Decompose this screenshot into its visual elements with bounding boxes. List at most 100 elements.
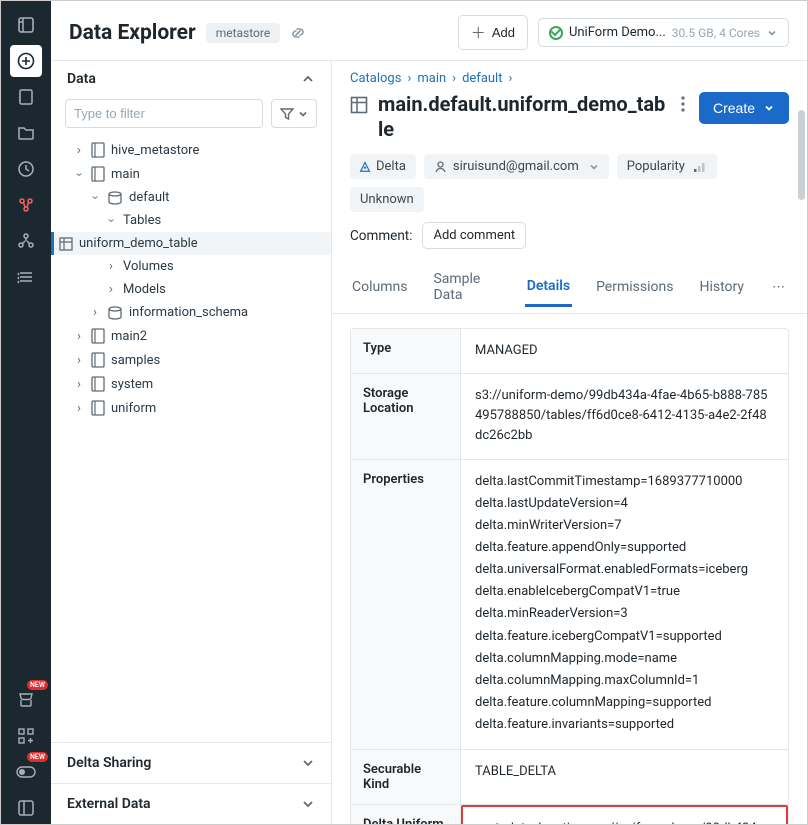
crumb-catalogs[interactable]: Catalogs (350, 71, 401, 86)
filter-input[interactable] (65, 99, 263, 128)
tree-label: Tables (123, 213, 161, 228)
chevron-down-icon (589, 162, 599, 172)
chip-unknown[interactable]: Unknown (350, 187, 424, 212)
add-button-label: Add (492, 25, 515, 40)
sidebar-delta-sharing[interactable]: Delta Sharing (51, 743, 331, 784)
rail-partner-icon[interactable] (10, 720, 42, 752)
chip-delta[interactable]: ◬Delta (350, 154, 416, 179)
rail-recents-icon[interactable] (10, 153, 42, 185)
top-bar: Data Explorer metastore ＋ Add UniForm Dem… (51, 1, 807, 60)
rail-panel-icon[interactable] (10, 792, 42, 824)
rail-logo-icon[interactable] (10, 9, 42, 41)
sidebar-head[interactable]: Data (51, 61, 331, 93)
person-icon (434, 160, 447, 173)
create-button[interactable]: Create (699, 92, 789, 124)
rail-data-icon[interactable] (10, 189, 42, 221)
add-button[interactable]: ＋ Add (458, 15, 528, 50)
tree-label: samples (111, 353, 160, 368)
metastore-tag[interactable]: metastore (206, 23, 281, 43)
chip-label: Delta (376, 159, 406, 174)
tree-node-uniform-demo-table[interactable]: uniform_demo_table (51, 232, 331, 255)
cluster-name: UniForm Demo... (569, 25, 666, 40)
page-title: Data Explorer (69, 21, 196, 45)
sidebar-external-data[interactable]: External Data (51, 784, 331, 824)
comment-label: Comment: (350, 228, 412, 244)
chevron-down-icon (301, 797, 315, 811)
filter-button[interactable] (271, 99, 317, 128)
tree-node-models[interactable]: ›Models (51, 278, 331, 301)
add-comment-button[interactable]: Add comment (422, 222, 526, 249)
tab-columns[interactable]: Columns (350, 269, 409, 305)
detail-value-highlighted: metadata_location=gs://uniform-demo/99db… (461, 805, 788, 824)
chip-owner[interactable]: siruisund@gmail.com (424, 154, 609, 179)
chevron-right-icon: › (73, 377, 85, 392)
foot-label: Delta Sharing (67, 755, 151, 771)
kebab-menu-icon[interactable] (677, 92, 689, 116)
catalog-icon (91, 400, 105, 416)
crumb-main[interactable]: main (417, 71, 446, 86)
tab-history[interactable]: History (697, 269, 746, 305)
rail-marketplace-icon[interactable]: NEW (10, 684, 42, 716)
tree-node-default[interactable]: ›default (51, 186, 331, 209)
content-panel: Catalogs› main› default› main.default.un… (331, 60, 807, 824)
chevron-down-icon: › (104, 215, 119, 227)
breadcrumb: Catalogs› main› default› (332, 61, 807, 90)
chevron-right-icon: › (89, 305, 101, 320)
scrollbar[interactable] (798, 110, 805, 200)
catalog-icon (91, 352, 105, 368)
tab-sample-data[interactable]: Sample Data (431, 261, 502, 313)
chevron-right-icon: › (73, 143, 85, 158)
tree-node-main2[interactable]: ›main2 (51, 324, 331, 348)
sidebar-head-label: Data (67, 71, 96, 87)
rail-workflows-icon[interactable] (10, 225, 42, 257)
detail-row-type: Type MANAGED (351, 329, 788, 374)
chevron-right-icon: › (508, 71, 512, 86)
catalog-tree: ›hive_metastore ›main ›default › Tables u… (51, 138, 331, 742)
chevron-down-icon (298, 109, 308, 119)
details-panel: Type MANAGED Storage Location s3://unifo… (332, 314, 807, 824)
chip-label: siruisund@gmail.com (453, 159, 579, 174)
chevron-right-icon: › (73, 401, 85, 416)
rail-folder-icon[interactable] (10, 117, 42, 149)
tab-details[interactable]: Details (525, 268, 572, 307)
chevron-down-icon (301, 756, 315, 770)
tree-label: system (111, 377, 153, 392)
tree-node-volumes[interactable]: ›Volumes (51, 255, 331, 278)
plus-icon: ＋ (471, 22, 486, 43)
tree-node-infoschema[interactable]: ›information_schema (51, 301, 331, 324)
detail-row-location: Storage Location s3://uniform-demo/99db4… (351, 374, 788, 459)
tree-label: Models (123, 282, 166, 297)
rail-notebook-icon[interactable] (10, 81, 42, 113)
cluster-selector[interactable]: UniForm Demo... 30.5 GB, 4 Cores (538, 18, 789, 47)
detail-row-securable: Securable Kind TABLE_DELTA (351, 750, 788, 805)
tabs: Columns Sample Data Details Permissions … (332, 261, 807, 314)
sidebar: Data ›hive_metastore ›main ›default › Tab… (51, 60, 331, 824)
detail-row-iceberg: Delta Uniform Iceberg metadata_location=… (351, 805, 788, 824)
status-running-icon (549, 26, 563, 40)
detail-key: Securable Kind (351, 750, 461, 804)
tab-permissions[interactable]: Permissions (594, 269, 675, 305)
catalog-icon (91, 166, 105, 182)
cluster-info: 30.5 GB, 4 Cores (672, 26, 760, 40)
rail-new-icon[interactable] (10, 45, 42, 77)
tree-node-hive[interactable]: ›hive_metastore (51, 138, 331, 162)
filter-row (51, 93, 331, 138)
rail-compute-icon[interactable] (10, 261, 42, 293)
tree-node-tables[interactable]: › Tables (51, 209, 331, 232)
tabs-more-icon[interactable]: ⋯ (768, 272, 789, 303)
tree-label: uniform (111, 401, 156, 416)
chip-popularity[interactable]: Popularity (617, 154, 717, 179)
details-table: Type MANAGED Storage Location s3://unifo… (350, 328, 789, 824)
tree-node-samples[interactable]: ›samples (51, 348, 331, 372)
crumb-default[interactable]: default (462, 71, 502, 86)
tree-node-uniform[interactable]: › uniform (51, 396, 331, 420)
link-icon[interactable] (290, 25, 306, 41)
tree-node-main[interactable]: ›main (51, 162, 331, 186)
rail-settings-toggle-icon[interactable]: NEW (10, 756, 42, 788)
tree-label: Volumes (123, 259, 174, 274)
comment-row: Comment: Add comment (332, 222, 807, 261)
tree-node-system[interactable]: › system (51, 372, 331, 396)
detail-key: Properties (351, 460, 461, 750)
chevron-right-icon: › (452, 71, 456, 86)
foot-label: External Data (67, 796, 151, 812)
